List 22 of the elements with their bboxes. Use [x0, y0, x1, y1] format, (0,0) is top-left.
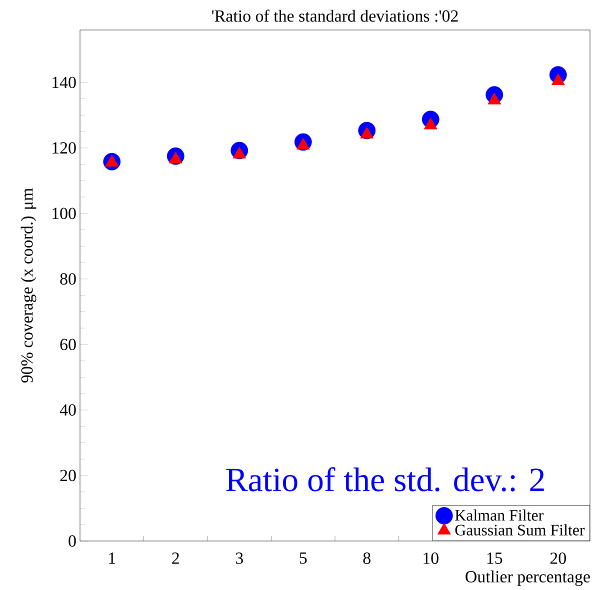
y-tick-label: 0: [68, 535, 76, 547]
y-tick-label: 40: [60, 404, 76, 416]
y-tick-label: 140: [52, 76, 76, 88]
x-axis-title: Outlier percentage: [466, 570, 590, 586]
x-tick-label: 15: [487, 552, 502, 564]
x-tick-label: 20: [550, 552, 566, 564]
y-tick-label: 60: [60, 338, 76, 350]
x-tick-label: 3: [236, 552, 243, 564]
y-tick-label: 120: [52, 142, 76, 154]
chart-title: 'Ratio of the standard deviations :'02: [212, 10, 458, 22]
legend-label: Kalman Filter: [455, 509, 544, 521]
y-tick-label: 20: [60, 470, 76, 482]
x-tick-label: 8: [363, 552, 370, 564]
x-tick-label: 2: [172, 552, 179, 564]
x-tick-label: 5: [300, 552, 307, 564]
y-tick-label: 100: [52, 208, 76, 220]
annotation: Ratio of the std. dev.: 2: [226, 467, 544, 492]
x-tick-label: 10: [424, 552, 438, 564]
y-axis-title: 90% coverage (x coord.) μm: [20, 188, 36, 383]
y-tick-label: 80: [60, 273, 76, 285]
x-tick-label: 1: [109, 552, 116, 564]
legend-label: Gaussian Sum Filter: [455, 524, 585, 536]
